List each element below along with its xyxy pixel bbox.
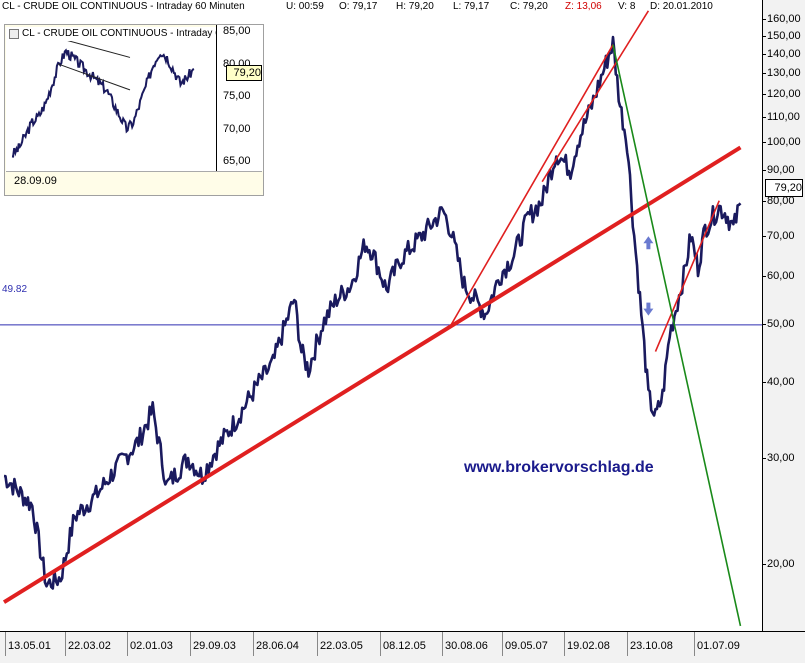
y-tick-label: 50,00: [763, 317, 795, 330]
x-tick-label: 22.03.02: [65, 632, 111, 656]
x-tick-label: 22.03.05: [317, 632, 363, 656]
stat-change: Z: 13,06: [565, 1, 602, 12]
time-axis[interactable]: 13.05.01 22.03.02 02.01.03 29.09.03 28.06.04…: [0, 631, 805, 663]
stat-volume: V: 8: [618, 1, 636, 12]
x-tick-label: 23.10.08: [627, 632, 673, 656]
arrow-down-icon: [643, 302, 654, 316]
price-series-line-0: [3, 35, 742, 590]
y-tick-label: 160,00: [763, 12, 801, 25]
y-tick-label: 100,00: [763, 136, 801, 149]
stat-low: L: 79,17: [453, 1, 490, 12]
inset-title-bar[interactable]: CL - CRUDE OIL CONTINUOUS - Intraday 60 …: [6, 27, 216, 41]
y-tick-label: 120,00: [763, 88, 801, 101]
y-tick-label: 110,00: [763, 111, 800, 124]
trendline-2: [541, 10, 650, 183]
stat-date: D: 20.01.2010: [650, 1, 713, 12]
watermark-url: www.brokervorschlag.de: [464, 459, 654, 476]
y-tick-label: 80,00: [763, 194, 795, 207]
y-tick-label: 60,00: [763, 270, 795, 283]
arrow-up-icon: [643, 236, 654, 250]
inset-price-line: [11, 48, 195, 158]
horizontal-line-label: 49.82: [2, 284, 28, 295]
y-tick-label: 20,00: [763, 558, 795, 571]
inset-time-axis: 28.09.09: [6, 171, 262, 194]
inset-window-icon[interactable]: [9, 29, 19, 39]
inset-plot-area: [6, 41, 216, 171]
inset-price-axis: 85,00 80,00 75,00 70,00 65,00: [216, 25, 263, 171]
chart-title: CL - CRUDE OIL CONTINUOUS - Intraday 60 …: [2, 1, 245, 12]
x-tick-label: 02.01.03: [127, 632, 173, 656]
y-tick-label: 40,00: [763, 376, 795, 389]
y-tick-label: 150,00: [763, 29, 801, 42]
x-tick-label: 08.12.05: [380, 632, 426, 656]
y-tick-label: 140,00: [763, 47, 801, 60]
trendline-1: [449, 44, 614, 327]
inset-y-tick-label: 75,00: [223, 90, 251, 103]
price-chart-area[interactable]: [0, 0, 762, 631]
y-tick-label: 130,00: [763, 67, 801, 80]
y-tick-label: 70,00: [763, 229, 795, 242]
trendline-3: [654, 200, 720, 352]
x-tick-label: 19.02.08: [564, 632, 610, 656]
price-axis[interactable]: 160,00 150,00 140,00 130,00 120,00 110,00 100,…: [762, 0, 805, 631]
trendline-4: [612, 44, 742, 627]
x-tick-label: 09.05.07: [502, 632, 548, 656]
inset-channel-line-lower: [57, 63, 131, 91]
x-tick-label: 01.07.09: [694, 632, 740, 656]
inset-y-tick-label: 70,00: [223, 122, 251, 135]
last-price-label: 79,20: [765, 179, 803, 197]
inset-chart-window[interactable]: CL - CRUDE OIL CONTINUOUS - Intraday 60 …: [4, 24, 264, 196]
x-tick-label: 29.09.03: [190, 632, 236, 656]
stat-high: H: 79,20: [396, 1, 434, 12]
y-tick-label: 90,00: [763, 163, 795, 176]
inset-title: CL - CRUDE OIL CONTINUOUS - Intraday 60 …: [22, 28, 216, 39]
x-tick-label: 13.05.01: [5, 632, 51, 656]
inset-channel-line-upper: [67, 41, 131, 58]
trendline-0: [2, 145, 742, 604]
inset-y-tick-label: 65,00: [223, 155, 251, 168]
inset-y-tick-label: 85,00: [223, 25, 251, 38]
x-tick-label: 28.06.04: [253, 632, 299, 656]
x-tick-label: 30.08.06: [442, 632, 488, 656]
stat-time: U: 00:59: [286, 1, 324, 12]
chart-title-bar: CL - CRUDE OIL CONTINUOUS - Intraday 60 …: [0, 0, 762, 14]
inset-x-label: 28.09.09: [14, 175, 57, 187]
stat-open: O: 79,17: [339, 1, 378, 12]
y-tick-label: 30,00: [763, 451, 795, 464]
inset-last-price: 79,20: [226, 65, 262, 81]
stat-close: C: 79,20: [510, 1, 548, 12]
